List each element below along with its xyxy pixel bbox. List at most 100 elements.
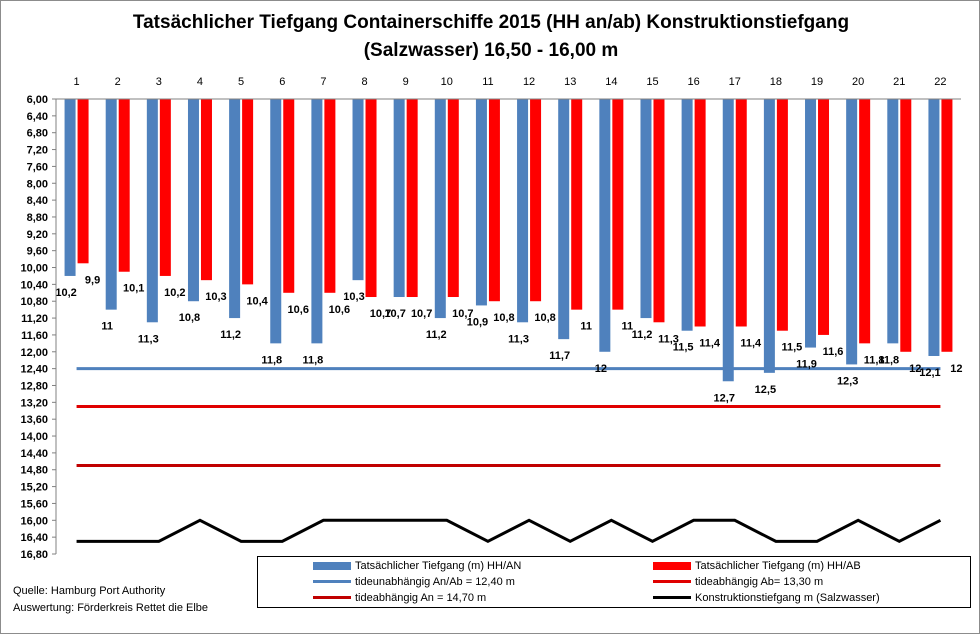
data-label-ab: 11 — [622, 321, 634, 333]
bar-an — [763, 99, 775, 373]
chart-title: Tatsächlicher Tiefgang Containerschiffe … — [1, 9, 980, 65]
bar-an — [187, 99, 199, 302]
y-axis-tick-label: 8,80 — [27, 212, 48, 224]
legend-swatch-konstr — [653, 596, 691, 599]
data-label-an: 12,3 — [837, 375, 858, 387]
data-label-ab: 12 — [950, 363, 962, 375]
y-axis-tick-label: 10,40 — [20, 279, 48, 291]
x-axis-tick-label: 7 — [320, 76, 326, 88]
y-axis-tick-label: 12,80 — [20, 380, 48, 392]
y-axis-tick-label: 14,00 — [20, 431, 48, 443]
data-label-an: 10,3 — [343, 291, 364, 303]
y-axis-tick-label: 11,60 — [21, 330, 48, 342]
data-label-ab: 11,5 — [781, 342, 802, 354]
data-label-an: 10,7 — [384, 308, 405, 320]
source-text: Quelle: Hamburg Port Authority — [13, 585, 166, 597]
bar-ab — [941, 99, 953, 352]
x-axis-tick-label: 18 — [770, 76, 782, 88]
x-axis-tick-label: 19 — [811, 76, 823, 88]
y-axis-tick-label: 12,00 — [20, 347, 48, 359]
data-label-ab: 10,8 — [493, 312, 514, 324]
bar-ab — [283, 99, 295, 293]
data-label-an: 11 — [101, 321, 113, 333]
x-axis-tick-label: 12 — [523, 76, 535, 88]
bar-an — [928, 99, 940, 356]
y-axis-tick-label: 7,60 — [27, 161, 48, 173]
y-axis-tick-label: 8,40 — [27, 195, 48, 207]
data-label-an: 11,7 — [549, 350, 570, 362]
x-axis-tick-label: 22 — [934, 76, 946, 88]
data-label-ab: 10,7 — [411, 308, 432, 320]
y-axis-tick-label: 6,00 — [27, 94, 48, 106]
x-axis-tick-label: 8 — [361, 76, 367, 88]
y-axis-tick-label: 6,80 — [27, 128, 48, 140]
x-axis-tick-label: 16 — [687, 76, 699, 88]
y-axis-tick-label: 7,20 — [27, 145, 48, 157]
x-axis-tick-label: 3 — [156, 76, 162, 88]
bar-ab — [530, 99, 542, 302]
bar-ab — [735, 99, 747, 327]
data-label-ab: 11,6 — [823, 346, 844, 358]
data-label-an: 10,9 — [467, 316, 488, 328]
bar-ab — [77, 99, 89, 264]
data-label-ab: 10,7 — [370, 308, 391, 320]
y-axis-tick-label: 15,60 — [20, 498, 48, 510]
data-label-ab: 10,7 — [452, 308, 473, 320]
data-label-ab: 11,4 — [740, 338, 762, 350]
y-axis-tick-label: 12,40 — [20, 364, 48, 376]
bar-an — [805, 99, 817, 348]
x-axis-tick-label: 1 — [74, 76, 80, 88]
bar-ab — [447, 99, 459, 298]
data-label-ab: 11,4 — [699, 338, 721, 350]
y-axis-tick-label: 8,00 — [27, 178, 48, 190]
data-label-ab: 10,6 — [288, 304, 309, 316]
y-axis-tick-label: 6,40 — [27, 111, 48, 123]
bar-an — [229, 99, 241, 319]
y-axis-tick-label: 14,40 — [20, 448, 48, 460]
bar-an — [311, 99, 323, 344]
bar-an — [393, 99, 405, 298]
bar-ab — [859, 99, 871, 344]
legend-label-ref-ab: tideabhängig Ab= 13,30 m — [695, 576, 824, 588]
data-label-an: 12 — [595, 363, 607, 375]
data-label-an: 11,8 — [878, 354, 899, 366]
y-axis-tick-label: 16,00 — [20, 515, 48, 527]
bar-ab — [159, 99, 171, 276]
bar-an — [270, 99, 282, 344]
legend-swatch-ref-an — [313, 596, 351, 599]
y-axis-tick-label: 16,40 — [20, 532, 48, 544]
x-axis-tick-label: 5 — [238, 76, 244, 88]
bar-an — [64, 99, 76, 276]
y-axis-tick-label: 10,80 — [20, 296, 48, 308]
bar-ab — [694, 99, 706, 327]
legend-swatch-an — [313, 562, 351, 570]
bar-an — [558, 99, 570, 340]
y-axis-tick-label: 15,20 — [20, 482, 48, 494]
data-label-ab: 11,8 — [864, 354, 885, 366]
bar-ab — [118, 99, 130, 272]
y-axis-tick-label: 16,80 — [20, 549, 48, 561]
bar-ab — [200, 99, 212, 281]
bar-an — [105, 99, 117, 310]
bar-ab — [488, 99, 500, 302]
y-axis-tick-label: 9,20 — [27, 229, 48, 241]
x-axis-tick-label: 14 — [605, 76, 617, 88]
data-label-an: 11,8 — [302, 354, 323, 366]
data-label-ab: 10,3 — [205, 291, 226, 303]
chart-title-line2: (Salzwasser) 16,50 - 16,00 m — [363, 40, 619, 61]
x-axis-tick-label: 10 — [441, 76, 453, 88]
data-label-an: 12,1 — [919, 367, 940, 379]
x-axis-tick-label: 17 — [729, 76, 741, 88]
bar-ab — [242, 99, 254, 285]
legend-label-ab: Tatsächlicher Tiefgang (m) HH/AB — [695, 560, 861, 572]
data-label-ab: 10,8 — [534, 312, 555, 324]
x-axis-tick-label: 20 — [852, 76, 864, 88]
legend-label-ref-an: tideabhängig An = 14,70 m — [355, 592, 487, 604]
data-label-an: 11,5 — [673, 342, 694, 354]
data-label-an: 11,2 — [426, 329, 447, 341]
chart-legend: Tatsächlicher Tiefgang (m) HH/AN Tatsäch… — [257, 556, 971, 608]
data-label-an: 11,3 — [138, 333, 159, 345]
data-label-an: 11,8 — [261, 354, 282, 366]
legend-swatch-ref-ab — [653, 580, 691, 583]
y-axis-tick-label: 11,20 — [21, 313, 48, 325]
